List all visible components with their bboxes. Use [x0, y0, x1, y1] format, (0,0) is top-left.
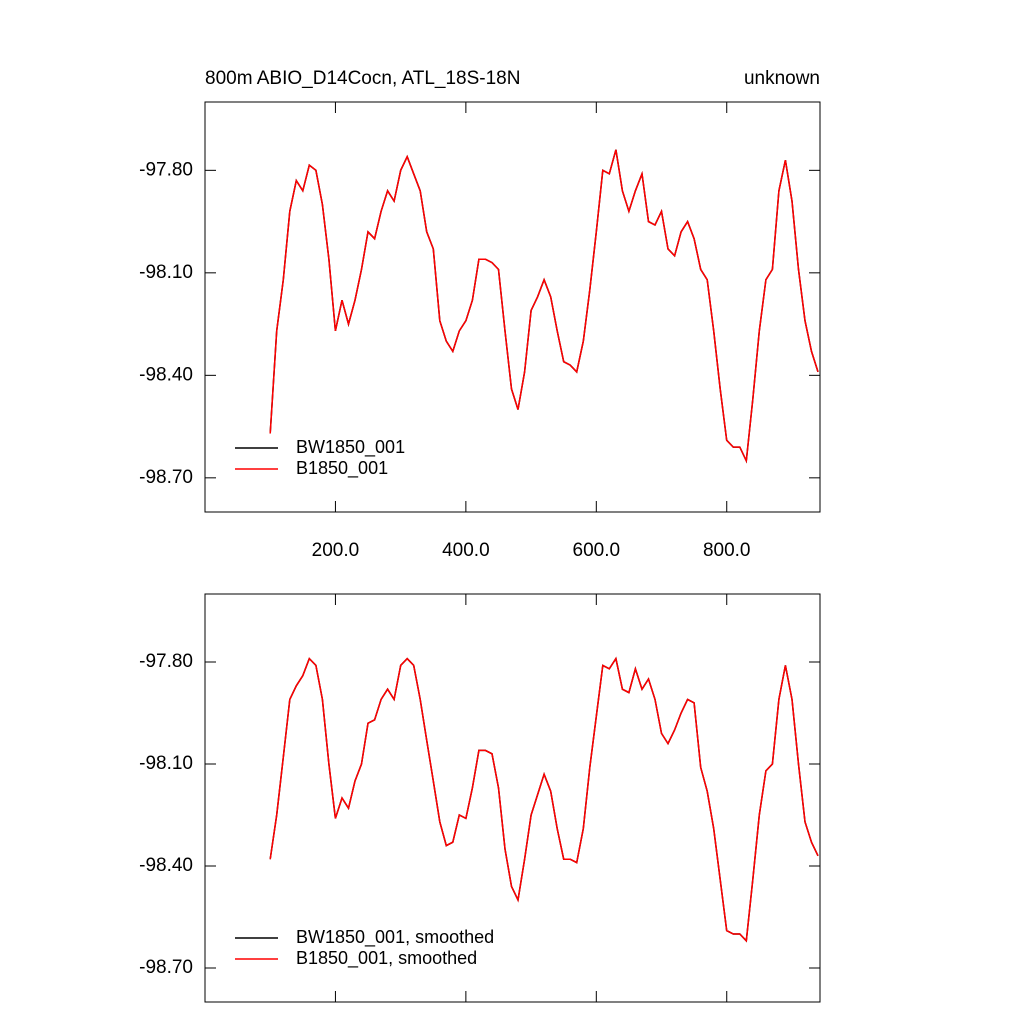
data-line	[269, 656, 819, 943]
x-tick-label: 800.0	[703, 540, 751, 561]
legend-label: B1850_001	[296, 458, 388, 479]
chart-title-right: unknown	[744, 68, 820, 89]
y-tick-label: -98.40	[139, 364, 193, 385]
legend-label: BW1850_001, smoothed	[296, 927, 494, 948]
y-tick-label: -97.80	[139, 651, 193, 672]
legend-label: B1850_001, smoothed	[296, 948, 477, 969]
plot-frame	[204, 593, 821, 1003]
y-tick-label: -97.80	[139, 159, 193, 180]
plot-frame	[204, 101, 821, 513]
y-tick-label: -98.10	[139, 262, 193, 283]
data-line	[269, 149, 819, 464]
data-line	[269, 656, 819, 943]
chart-title: 800m ABIO_D14Cocn, ATL_18S-18N	[205, 68, 520, 89]
legend-label: BW1850_001	[296, 437, 405, 458]
x-tick-label: 400.0	[442, 540, 490, 561]
y-tick-label: -98.70	[139, 957, 193, 978]
x-tick-label: 200.0	[312, 540, 360, 561]
x-tick-label: 600.0	[573, 540, 621, 561]
data-line	[269, 149, 819, 464]
y-tick-label: -98.40	[139, 855, 193, 876]
y-tick-label: -98.10	[139, 753, 193, 774]
y-tick-label: -98.70	[139, 467, 193, 488]
